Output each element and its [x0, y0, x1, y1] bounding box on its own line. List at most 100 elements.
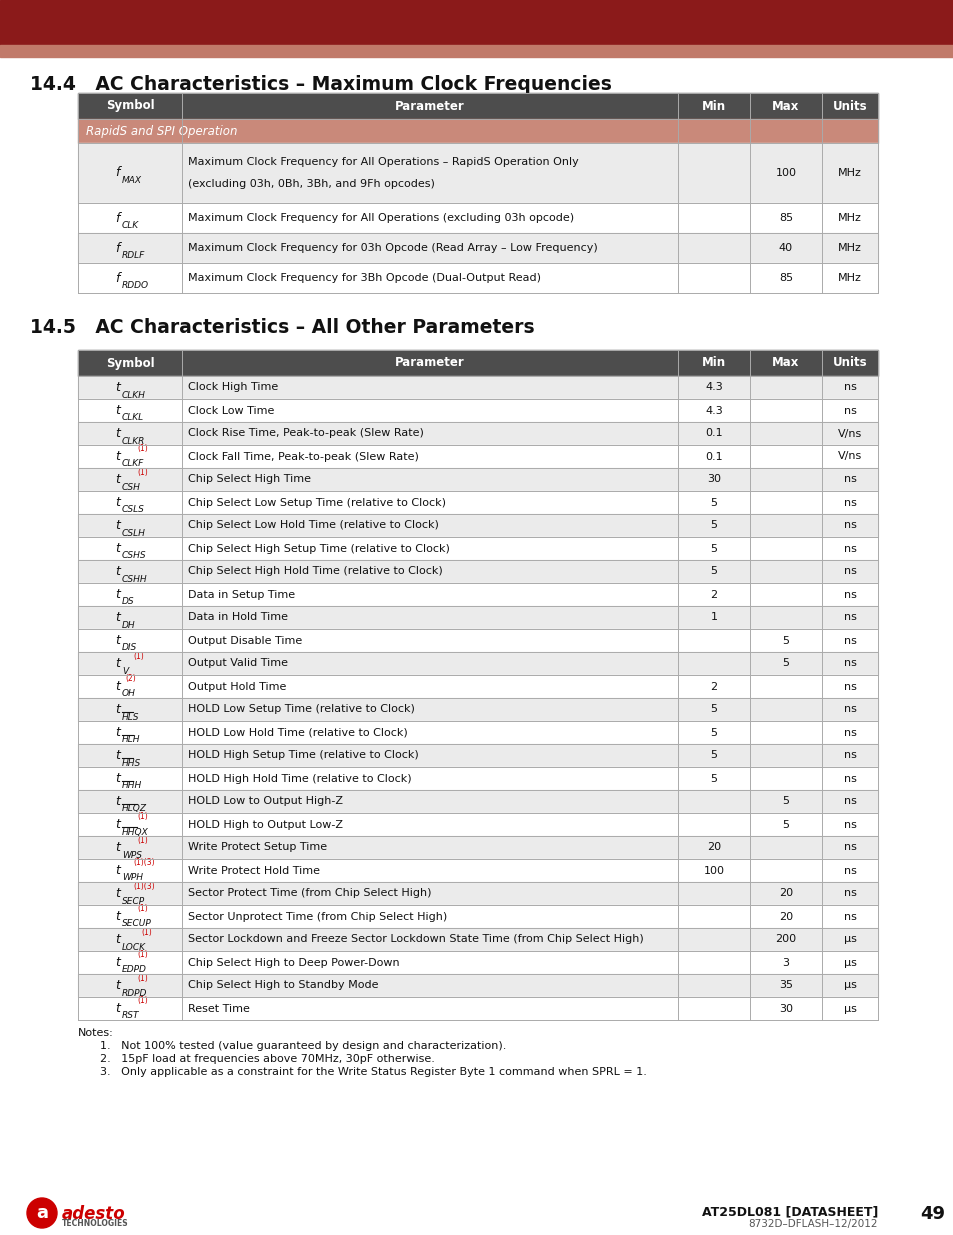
Text: t: t [115, 979, 120, 992]
Text: HOLD High Setup Time (relative to Clock): HOLD High Setup Time (relative to Clock) [188, 751, 418, 761]
Text: WPH: WPH [122, 873, 143, 883]
Bar [78, 559, 877, 583]
Text: t: t [115, 726, 120, 739]
Text: t: t [115, 887, 120, 900]
Text: t: t [115, 634, 120, 647]
Text: RDLF: RDLF [122, 251, 145, 261]
Text: DIS: DIS [122, 643, 137, 652]
Bar [78, 721, 877, 743]
Bar [0, 0, 953, 44]
Text: a: a [36, 1204, 48, 1221]
Text: 5: 5 [710, 704, 717, 715]
Text: (1): (1) [137, 445, 148, 453]
Text: ns: ns [842, 704, 856, 715]
Text: t: t [115, 795, 120, 808]
Text: ns: ns [842, 727, 856, 737]
Text: 20: 20 [706, 842, 720, 852]
Text: Chip Select High Time: Chip Select High Time [188, 474, 311, 484]
Text: 5: 5 [781, 820, 789, 830]
Text: (1): (1) [137, 836, 148, 845]
Bar [78, 860, 877, 882]
Text: t: t [115, 564, 120, 578]
Text: t: t [115, 450, 120, 463]
Text: Output Disable Time: Output Disable Time [188, 636, 302, 646]
Bar [78, 143, 877, 203]
Bar [78, 927, 877, 951]
Text: (2): (2) [126, 674, 136, 683]
Bar [78, 652, 877, 676]
Text: Reset Time: Reset Time [188, 1004, 250, 1014]
Text: HOLD Low Hold Time (relative to Clock): HOLD Low Hold Time (relative to Clock) [188, 727, 407, 737]
Text: Data in Setup Time: Data in Setup Time [188, 589, 294, 599]
Text: Min: Min [701, 357, 725, 369]
Text: HOLD Low to Output High-Z: HOLD Low to Output High-Z [188, 797, 343, 806]
Text: 1.   Not 100% tested (value guaranteed by design and characterization).: 1. Not 100% tested (value guaranteed by … [100, 1041, 506, 1051]
Text: 5: 5 [781, 658, 789, 668]
Text: t: t [115, 382, 120, 394]
Text: Maximum Clock Frequency for All Operations – RapidS Operation Only: Maximum Clock Frequency for All Operatio… [188, 157, 578, 167]
Text: Chip Select High to Standby Mode: Chip Select High to Standby Mode [188, 981, 378, 990]
Text: t: t [115, 956, 120, 969]
Bar [78, 233, 877, 263]
Text: ns: ns [842, 383, 856, 393]
Text: 30: 30 [779, 1004, 792, 1014]
Text: MHz: MHz [837, 168, 861, 178]
Text: Chip Select Low Hold Time (relative to Clock): Chip Select Low Hold Time (relative to C… [188, 520, 438, 531]
Text: (1): (1) [137, 904, 148, 914]
Text: 4.3: 4.3 [704, 383, 722, 393]
Text: Maximum Clock Frequency for 03h Opcode (Read Array – Low Frequency): Maximum Clock Frequency for 03h Opcode (… [188, 243, 598, 253]
Text: t: t [115, 496, 120, 509]
Bar [78, 514, 877, 537]
Text: (1)(3): (1)(3) [133, 858, 154, 867]
Text: µs: µs [842, 957, 856, 967]
Text: SECP: SECP [122, 897, 145, 905]
Text: Parameter: Parameter [395, 357, 464, 369]
Text: MHz: MHz [837, 212, 861, 224]
Text: t: t [115, 427, 120, 440]
Text: CLKL: CLKL [122, 414, 144, 422]
Text: Symbol: Symbol [106, 100, 154, 112]
Text: CSLH: CSLH [122, 529, 146, 537]
Text: t: t [115, 772, 120, 785]
Text: Min: Min [701, 100, 725, 112]
Text: ns: ns [842, 866, 856, 876]
Text: MHz: MHz [837, 243, 861, 253]
Text: (1)(3): (1)(3) [133, 882, 154, 890]
Text: MHz: MHz [837, 273, 861, 283]
Text: 5: 5 [710, 773, 717, 783]
Text: (1): (1) [137, 813, 148, 821]
Text: t: t [115, 910, 120, 923]
Bar [78, 399, 877, 422]
Text: ns: ns [842, 888, 856, 899]
Text: 3: 3 [781, 957, 789, 967]
Text: Chip Select Low Setup Time (relative to Clock): Chip Select Low Setup Time (relative to … [188, 498, 446, 508]
Text: ns: ns [842, 797, 856, 806]
Text: DH: DH [122, 620, 135, 630]
Text: (1): (1) [141, 927, 152, 936]
Text: ns: ns [842, 589, 856, 599]
Circle shape [27, 1198, 57, 1228]
Text: (1): (1) [133, 652, 144, 661]
Text: 200: 200 [775, 935, 796, 945]
Text: Clock Fall Time, Peak-to-peak (Slew Rate): Clock Fall Time, Peak-to-peak (Slew Rate… [188, 452, 418, 462]
Text: Data in Hold Time: Data in Hold Time [188, 613, 288, 622]
Text: t: t [115, 519, 120, 532]
Bar [78, 422, 877, 445]
Text: t: t [115, 680, 120, 693]
Text: RDPD: RDPD [122, 988, 147, 998]
Text: f: f [115, 242, 120, 254]
Text: (1): (1) [137, 997, 148, 1005]
Text: t: t [115, 473, 120, 487]
Text: 5: 5 [710, 520, 717, 531]
Bar [78, 974, 877, 997]
Text: 5: 5 [710, 567, 717, 577]
Text: (1): (1) [137, 468, 148, 477]
Text: Chip Select High to Deep Power-Down: Chip Select High to Deep Power-Down [188, 957, 399, 967]
Text: Write Protect Setup Time: Write Protect Setup Time [188, 842, 327, 852]
Text: Sector Protect Time (from Chip Select High): Sector Protect Time (from Chip Select Hi… [188, 888, 431, 899]
Text: Maximum Clock Frequency for All Operations (excluding 03h opcode): Maximum Clock Frequency for All Operatio… [188, 212, 574, 224]
Text: adesto: adesto [62, 1205, 126, 1223]
Text: ns: ns [842, 567, 856, 577]
Text: HOLD Low Setup Time (relative to Clock): HOLD Low Setup Time (relative to Clock) [188, 704, 415, 715]
Bar [78, 698, 877, 721]
